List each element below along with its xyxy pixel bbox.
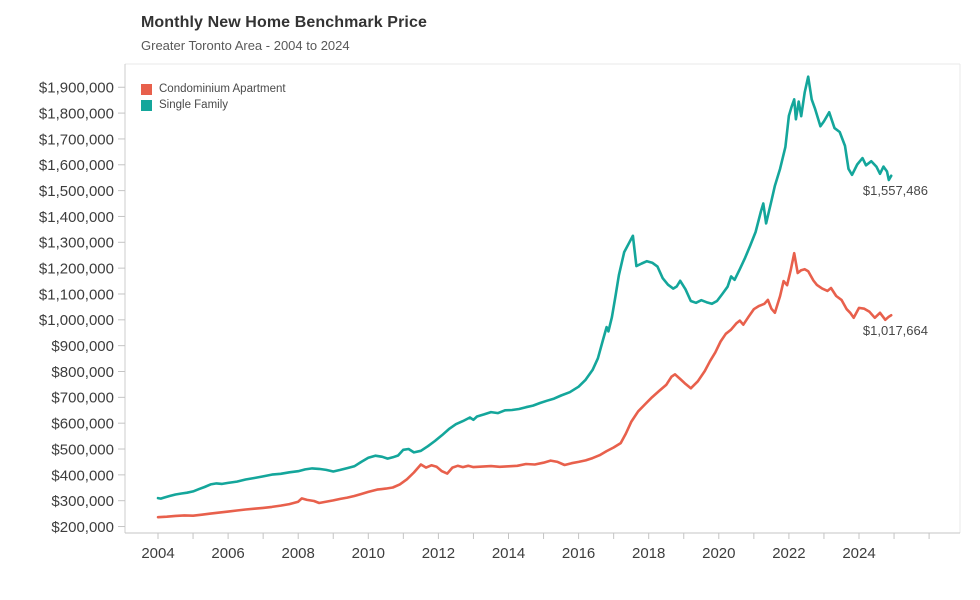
x-tick-label: 2012 — [422, 545, 455, 562]
y-tick-label: $200,000 — [51, 519, 114, 536]
chart-legend: Condominium Apartment Single Family — [141, 81, 286, 113]
y-tick-label: $500,000 — [51, 441, 114, 458]
x-tick-label: 2014 — [492, 545, 525, 562]
legend-item-condominium-apartment: Condominium Apartment — [141, 81, 286, 97]
y-tick-label: $1,500,000 — [39, 183, 114, 200]
y-tick-label: $1,600,000 — [39, 157, 114, 174]
legend-label: Single Family — [159, 99, 229, 111]
y-tick-label: $400,000 — [51, 467, 114, 484]
x-tick-label: 2020 — [702, 545, 735, 562]
condo-end-value-label: $1,017,664 — [862, 323, 928, 339]
x-tick-label: 2024 — [842, 545, 875, 562]
y-tick-label: $800,000 — [51, 364, 114, 381]
y-tick-label: $1,900,000 — [39, 80, 114, 97]
y-tick-label: $1,000,000 — [39, 312, 114, 329]
page-title: Monthly New Home Benchmark Price — [141, 14, 427, 31]
legend-item-single-family: Single Family — [141, 97, 286, 113]
y-tick-label: $1,200,000 — [39, 261, 114, 278]
y-tick-label: $1,300,000 — [39, 235, 114, 252]
legend-label: Condominium Apartment — [159, 83, 286, 95]
series-line-condominium-apartment — [156, 251, 893, 519]
chart-header: Monthly New Home Benchmark Price Greater… — [141, 14, 427, 53]
y-tick-label: $1,400,000 — [39, 209, 114, 226]
y-tick-label: $900,000 — [51, 338, 114, 355]
x-tick-label: 2022 — [772, 545, 805, 562]
single-family-end-value-label: $1,557,486 — [862, 182, 928, 198]
y-tick-label: $1,100,000 — [39, 286, 114, 303]
y-tick-label: $1,800,000 — [39, 105, 114, 122]
x-tick-label: 2018 — [632, 545, 665, 562]
y-tick-label: $700,000 — [51, 390, 114, 407]
y-tick-label: $600,000 — [51, 416, 114, 433]
x-tick-label: 2004 — [141, 545, 174, 562]
series-line-single-family — [156, 75, 893, 500]
x-tick-label: 2010 — [352, 545, 385, 562]
y-tick-label: $1,700,000 — [39, 131, 114, 148]
condo-series-swatch-icon — [141, 83, 152, 95]
x-tick-label: 2008 — [282, 545, 315, 562]
x-tick-label: 2016 — [562, 545, 595, 562]
page-subtitle: Greater Toronto Area - 2004 to 2024 — [141, 38, 350, 53]
x-tick-label: 2006 — [211, 545, 244, 562]
y-tick-label: $300,000 — [51, 493, 114, 510]
single-family-series-swatch-icon — [141, 99, 152, 111]
